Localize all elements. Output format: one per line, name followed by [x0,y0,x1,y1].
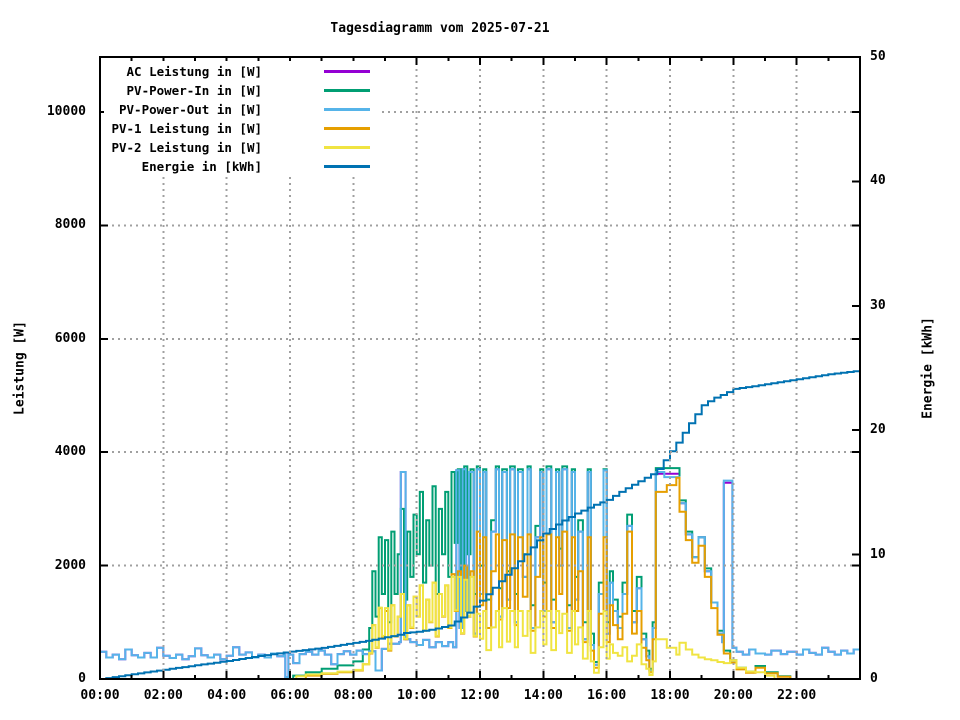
chart-title: Tagesdiagramm vom 2025-07-21 [330,21,550,36]
legend-item: Energie in [kWh] [104,157,380,176]
series-line-pv-2-leistung-in-w [100,575,860,680]
x-tick-label: 16:00 [587,688,627,703]
series-lines [100,370,861,680]
x-tick-label: 08:00 [333,688,373,703]
legend-swatch-ac-leistung [324,70,370,73]
legend-item: PV-2 Leistung in [W] [104,138,380,157]
legend-swatch-pv-1-leistung [324,127,370,130]
legend-label: PV-2 Leistung in [W] [111,140,262,155]
legend-swatch-energie [324,165,370,168]
legend-item: PV-1 Leistung in [W] [104,119,380,138]
legend-item: PV-Power-Out in [W] [104,100,380,119]
legend-label: PV-Power-Out in [W] [119,102,262,117]
x-tick-label: 02:00 [143,688,183,703]
y-right-tick-label: 50 [870,49,886,64]
y-left-tick-label: 2000 [54,557,86,573]
y-right-axis-title: Energie [kWh] [920,317,936,419]
y-left-tick-label: 6000 [54,330,86,346]
x-tick-label: 14:00 [523,688,563,703]
y-left-tick-label: 4000 [54,444,86,460]
x-tick-label: 20:00 [713,688,753,703]
y-right-tick-label: 10 [870,546,886,562]
y-right-tick-label: 30 [870,297,886,313]
legend-label: AC Leistung in [W] [126,64,262,79]
x-tick-label: 12:00 [460,688,500,703]
legend-item: PV-Power-In in [W] [104,81,380,100]
legend-label: PV-Power-In in [W] [126,83,262,98]
y-left-tick-label: 0 [78,671,86,686]
x-tick-label: 18:00 [650,688,690,703]
legend: AC Leistung in [W] PV-Power-In in [W] PV… [104,61,380,177]
legend-item: AC Leistung in [W] [104,62,380,81]
legend-label: PV-1 Leistung in [W] [111,121,262,136]
legend-label: Energie in [kWh] [141,159,262,174]
x-tick-label: 00:00 [80,688,120,703]
y-left-tick-label: 8000 [54,217,86,233]
y-right-tick-label: 0 [870,671,878,686]
axes-border-and-ticks [99,56,861,680]
y-left-tick-label: 10000 [46,104,86,119]
x-tick-label: 04:00 [207,688,247,703]
legend-swatch-pv-2-leistung [324,146,370,149]
x-tick-label: 06:00 [270,688,310,703]
legend-swatch-pv-power-in [324,89,370,92]
x-tick-label: 22:00 [777,688,817,703]
y-right-tick-label: 20 [870,422,886,438]
x-tick-label: 10:00 [397,688,437,703]
y-right-tick-label: 40 [870,173,886,189]
legend-swatch-pv-power-out [324,108,370,111]
